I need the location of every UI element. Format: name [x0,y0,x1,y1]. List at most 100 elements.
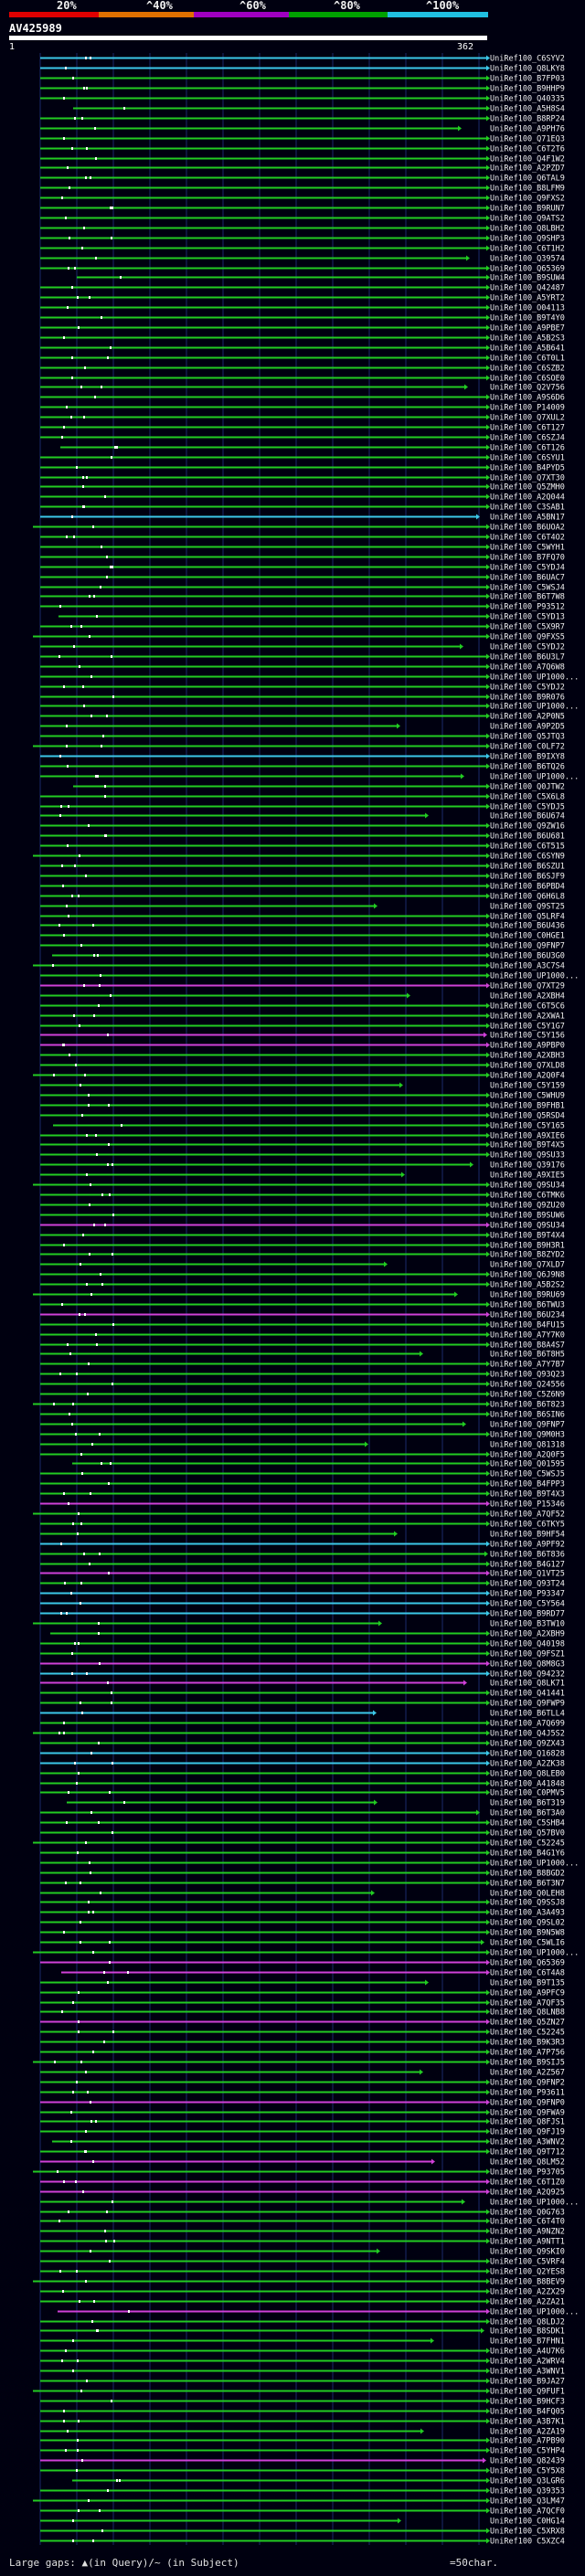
hit-label[interactable]: UniRef100_Q0G763 [490,2209,565,2218]
hit-label[interactable]: UniRef100_Q01595 [490,1460,565,1469]
hit-label[interactable]: UniRef100_Q8LDJ2 [490,2318,565,2327]
hit-label[interactable]: UniRef100_B8BEV9 [490,2278,565,2287]
hit-label[interactable]: UniRef100_C6T1H2 [490,245,565,254]
hit-label[interactable]: UniRef100_C5WYH1 [490,544,565,553]
hit-label[interactable]: UniRef100_B9IXY8 [490,753,565,762]
hit-label[interactable]: UniRef100_C5Y5X8 [490,2467,565,2476]
hit-label[interactable]: UniRef100_Q8LEB0 [490,1770,565,1779]
hit-label[interactable]: UniRef100_B9K3R3 [490,2039,565,2048]
hit-label[interactable]: UniRef100_Q65369 [490,265,565,274]
hit-label[interactable]: UniRef100_A3C7S4 [490,962,565,971]
hit-label[interactable]: UniRef100_B6U234 [490,1311,565,1320]
hit-label[interactable]: UniRef100_Q40198 [490,1640,565,1649]
hit-label[interactable]: UniRef100_C6SYU1 [490,454,565,463]
hit-label[interactable]: UniRef100_B9SUW4 [490,274,565,283]
hit-label[interactable]: UniRef100_Q3LGR6 [490,2477,565,2486]
hit-label[interactable]: UniRef100_UP1000... [490,673,579,683]
hit-label[interactable]: UniRef100_B6T3N7 [490,1880,565,1889]
hit-label[interactable]: UniRef100_Q9SU34 [490,1222,565,1231]
hit-label[interactable]: UniRef100_Q41441 [490,1690,565,1699]
hit-label[interactable]: UniRef100_B6TQ26 [490,763,565,772]
hit-label[interactable]: UniRef100_A2Q044 [490,493,565,503]
hit-label[interactable]: UniRef100_B7FQ70 [490,554,565,563]
hit-label[interactable]: UniRef100_C0LF72 [490,743,565,752]
hit-label[interactable]: UniRef100_Q2V756 [490,384,565,393]
hit-label[interactable]: UniRef100_Q6J9N8 [490,1271,565,1280]
hit-label[interactable]: UniRef100_A41848 [490,1780,565,1789]
hit-label[interactable]: UniRef100_Q9FSZ1 [490,1650,565,1659]
hit-label[interactable]: UniRef100_C6T127 [490,424,565,433]
hit-label[interactable]: UniRef100_B6PBD4 [490,883,565,892]
hit-label[interactable]: UniRef100_P93705 [490,2168,565,2178]
hit-label[interactable]: UniRef100_Q2YES8 [490,2268,565,2277]
hit-label[interactable]: UniRef100_Q7XT29 [490,982,565,991]
hit-label[interactable]: UniRef100_C6SZB2 [490,365,565,374]
hit-label[interactable]: UniRef100_C0HGE1 [490,932,565,941]
hit-label[interactable]: UniRef100_UP1000... [490,1949,579,1958]
hit-label[interactable]: UniRef100_B4FU15 [490,1321,565,1330]
hit-label[interactable]: UniRef100_A2P0N5 [490,713,565,722]
hit-label[interactable]: UniRef100_Q39574 [490,255,565,264]
hit-label[interactable]: UniRef100_A2XWA1 [490,1012,565,1022]
hit-label[interactable]: UniRef100_B6U3G0 [490,952,565,961]
hit-label[interactable]: UniRef100_B9HF54 [490,1531,565,1540]
hit-label[interactable]: UniRef100_C52245 [490,2029,565,2038]
hit-label[interactable]: UniRef100_C5WHU9 [490,1092,565,1101]
hit-label[interactable]: UniRef100_A7QCF0 [490,2507,565,2517]
hit-label[interactable]: UniRef100_Q8LBH2 [490,225,565,234]
hit-label[interactable]: UniRef100_A9XIE6 [490,1132,565,1141]
hit-label[interactable]: UniRef100_Q7XLD7 [490,1261,565,1270]
hit-label[interactable]: UniRef100_Q16828 [490,1750,565,1759]
hit-label[interactable]: UniRef100_B9HHP9 [490,85,565,94]
hit-label[interactable]: UniRef100_B9FHB1 [490,1102,565,1111]
hit-label[interactable]: UniRef100_B8ZYD2 [490,1251,565,1260]
hit-label[interactable]: UniRef100_Q39353 [490,2487,565,2496]
hit-label[interactable]: UniRef100_A9S6D6 [490,394,565,403]
hit-label[interactable]: UniRef100_Q4J5S2 [490,1730,565,1739]
hit-label[interactable]: UniRef100_P14009 [490,404,565,413]
hit-label[interactable]: UniRef100_C6T2T6 [490,145,565,154]
hit-label[interactable]: UniRef100_A2Z567 [490,2069,565,2078]
hit-label[interactable]: UniRef100_Q9SHP3 [490,235,565,244]
hit-label[interactable]: UniRef100_B6T7W8 [490,593,565,602]
hit-label[interactable]: UniRef100_A9P2D5 [490,723,565,732]
hit-label[interactable]: UniRef100_Q8M8G3 [490,1660,565,1670]
hit-label[interactable]: UniRef100_Q9SSJ8 [490,1899,565,1908]
hit-label[interactable]: UniRef100_C5SHB4 [490,1819,565,1829]
hit-label[interactable]: UniRef100_Q6TAL9 [490,175,565,184]
hit-label[interactable]: UniRef100_A9PBP0 [490,1042,565,1051]
hit-label[interactable]: UniRef100_A7P756 [490,2049,565,2058]
hit-label[interactable]: UniRef100_C0PMV5 [490,1789,565,1798]
hit-label[interactable]: UniRef100_Q9ZX43 [490,1740,565,1749]
hit-label[interactable]: UniRef100_C5Y564 [490,1600,565,1609]
hit-label[interactable]: UniRef100_C6T1Z0 [490,2178,565,2188]
hit-label[interactable]: UniRef100_B6UOA2 [490,524,565,533]
hit-label[interactable]: UniRef100_B6SIN6 [490,1411,565,1420]
hit-label[interactable]: UniRef100_C3SAB1 [490,504,565,513]
hit-label[interactable]: UniRef100_B9R076 [490,694,565,703]
hit-label[interactable]: UniRef100_Q5ZMH0 [490,483,565,493]
hit-label[interactable]: UniRef100_A3B7K1 [490,2418,565,2427]
hit-label[interactable]: UniRef100_B9T4X3 [490,1490,565,1500]
hit-label[interactable]: UniRef100_A9XIE5 [490,1171,565,1181]
hit-label[interactable]: UniRef100_C6T4T0 [490,2218,565,2227]
hit-label[interactable]: UniRef100_Q9FNP7 [490,1421,565,1430]
hit-label[interactable]: UniRef100_Q9SKI0 [490,2248,565,2257]
hit-label[interactable]: UniRef100_C6TKY5 [490,1521,565,1530]
hit-label[interactable]: UniRef100_B9SUW6 [490,1212,565,1221]
hit-label[interactable]: UniRef100_Q9SU34 [490,1182,565,1191]
hit-label[interactable]: UniRef100_A2ZA19 [490,2428,565,2437]
hit-label[interactable]: UniRef100_B8A4S7 [490,1341,565,1351]
hit-label[interactable]: UniRef100_C6SYV2 [490,55,565,64]
hit-label[interactable]: UniRef100_B9JA27 [490,2378,565,2387]
hit-label[interactable]: UniRef100_C5YHP4 [490,2447,565,2456]
hit-label[interactable]: UniRef100_C6SYN9 [490,853,565,862]
hit-label[interactable]: UniRef100_Q9M0H3 [490,1431,565,1440]
hit-label[interactable]: UniRef100_B6T3A0 [490,1809,565,1818]
hit-label[interactable]: UniRef100_B6T319 [490,1799,565,1808]
hit-label[interactable]: UniRef100_Q6H6L8 [490,893,565,902]
hit-label[interactable]: UniRef100_B6TWU3 [490,1301,565,1310]
hit-label[interactable]: UniRef100_A7QF35 [490,1999,565,2009]
hit-label[interactable]: UniRef100_Q8LNB8 [490,2009,565,2018]
hit-label[interactable]: UniRef100_B6U681 [490,832,565,842]
